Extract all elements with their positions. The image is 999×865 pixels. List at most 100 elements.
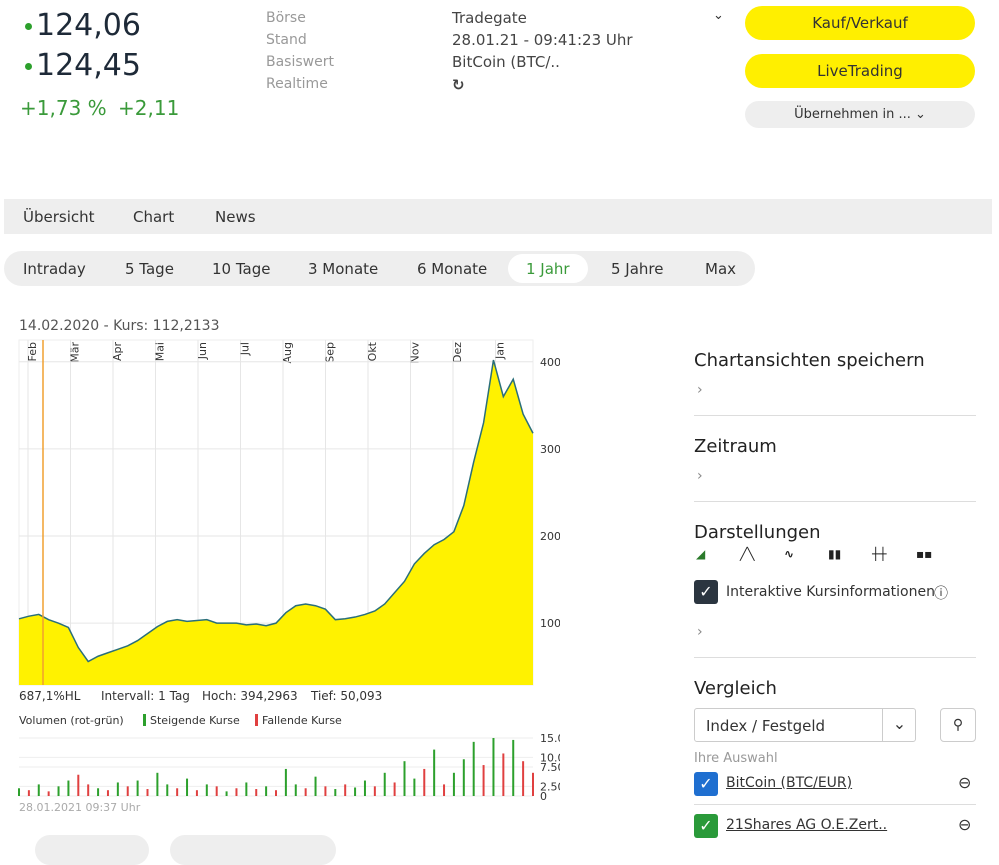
- volume-bar: [443, 784, 446, 796]
- volume-bar: [383, 772, 386, 796]
- bottom-button[interactable]: [170, 835, 336, 865]
- period-tab[interactable]: 3 Monate: [308, 260, 379, 278]
- y-tick-label: 200 %: [540, 530, 560, 543]
- period-tab[interactable]: 5 Jahre: [611, 260, 664, 278]
- volume-tick-label: 10.000: [540, 751, 560, 764]
- month-label: Nov: [409, 342, 422, 364]
- volume-title: Volumen (rot-grün): [19, 714, 124, 727]
- volume-bar: [37, 784, 40, 796]
- legend-label: Fallende Kurse: [262, 714, 342, 727]
- volume-bar: [116, 782, 119, 796]
- chart-style-icon[interactable]: ▪▪: [916, 547, 933, 561]
- chart-style-icon[interactable]: ▮▮: [828, 547, 842, 561]
- volume-bar: [245, 782, 248, 796]
- period-tab[interactable]: 1 Jahr: [526, 260, 570, 278]
- volume-bar: [324, 786, 327, 796]
- remove-icon[interactable]: ⊖: [958, 773, 972, 792]
- section-title: Darstellungen: [694, 522, 821, 543]
- tab-bar: [4, 199, 992, 234]
- volume-bar: [77, 774, 80, 796]
- item-name[interactable]: BitCoin (BTC/EUR): [726, 775, 853, 791]
- legend-swatch: [143, 714, 146, 726]
- y-tick-label: 400 %: [540, 356, 560, 369]
- tab[interactable]: Chart: [133, 208, 175, 226]
- period-tab[interactable]: 10 Tage: [212, 260, 271, 278]
- chart-style-icon[interactable]: ╱╲: [740, 547, 755, 561]
- buy-sell-button[interactable]: Kauf/Verkauf: [745, 6, 975, 40]
- change-pct: +1,73 %: [20, 96, 107, 120]
- search-button[interactable]: ⚲: [940, 708, 976, 742]
- ask: 124,45: [25, 48, 141, 83]
- change-abs: +2,11: [118, 96, 180, 120]
- volume-bar: [502, 753, 505, 796]
- volume-bar: [156, 772, 159, 796]
- y-tick-label: 100 %: [540, 617, 560, 630]
- checkbox[interactable]: ✓: [694, 580, 718, 604]
- volume-tick-label: 0: [540, 790, 547, 803]
- volume-bar: [284, 768, 287, 796]
- volume-bar: [423, 768, 426, 796]
- separator: [694, 657, 976, 658]
- remove-icon[interactable]: ⊖: [958, 815, 972, 834]
- selection-label: Ihre Auswahl: [694, 751, 778, 766]
- volume-bar: [225, 791, 228, 796]
- stat: Tief: 50,093: [310, 689, 382, 703]
- dropdown-caret[interactable]: ⌄: [713, 8, 724, 23]
- item-checkbox[interactable]: ✓: [694, 772, 718, 796]
- select[interactable]: [694, 708, 916, 742]
- active-period-bg: [508, 254, 588, 283]
- period-tab[interactable]: 5 Tage: [125, 260, 174, 278]
- hover-info: 14.02.2020 - Kurs: 112,2133: [19, 318, 219, 334]
- period-tab[interactable]: 6 Monate: [417, 260, 488, 278]
- chart-style-icon[interactable]: ∿: [784, 547, 795, 561]
- volume-bar: [97, 788, 100, 796]
- timestamp: 28.01.2021 09:37 Uhr: [19, 801, 141, 814]
- tab[interactable]: Übersicht: [23, 208, 95, 226]
- volume-bar: [176, 788, 179, 796]
- volume-bar: [265, 786, 268, 796]
- volume-bar: [472, 741, 475, 796]
- month-label: Apr: [111, 342, 124, 362]
- month-label: Feb: [26, 342, 39, 361]
- section-title: Zeitraum: [694, 436, 777, 457]
- period-tab[interactable]: Max: [705, 260, 737, 278]
- volume-bar: [354, 787, 357, 796]
- separator: [694, 415, 976, 416]
- volume-bar: [67, 780, 70, 796]
- volume-bar: [146, 789, 149, 796]
- volume-bar: [87, 784, 90, 796]
- volume-bar: [205, 784, 208, 796]
- link: ›: [697, 382, 703, 398]
- volume-bar: [532, 772, 534, 796]
- section-title: Vergleich: [694, 678, 777, 699]
- volume-bar: [136, 780, 139, 796]
- month-label: Mai: [154, 342, 167, 361]
- volume-bar: [512, 739, 515, 796]
- tab[interactable]: News: [215, 208, 256, 226]
- volume-bar: [314, 776, 317, 796]
- month-label: Dez: [451, 342, 464, 363]
- item-checkbox[interactable]: ✓: [694, 814, 718, 838]
- item-name[interactable]: 21Shares AG O.E.Zert..: [726, 817, 888, 833]
- volume-bar: [18, 788, 20, 796]
- livetrading-button[interactable]: LiveTrading: [745, 54, 975, 88]
- volume-bar: [304, 788, 307, 796]
- stat: 687,1%HL: [19, 689, 81, 703]
- chart-style-icon[interactable]: ┼┼: [872, 547, 887, 561]
- period-tab[interactable]: Intraday: [23, 260, 86, 278]
- info-label: Realtime: [266, 76, 328, 92]
- adopt-button[interactable]: Übernehmen in ... ⌄: [745, 101, 975, 128]
- stat: Hoch: 394,2963: [202, 689, 298, 703]
- link: ›: [697, 468, 703, 484]
- bottom-button[interactable]: [35, 835, 149, 865]
- month-label: Jun: [196, 342, 209, 360]
- separator: [694, 501, 976, 502]
- checkbox-label: Interaktive Kursinformationen: [726, 584, 935, 600]
- chart-style-icon[interactable]: ◢: [696, 547, 706, 561]
- volume-bar: [57, 786, 60, 796]
- volume-bar: [413, 778, 416, 796]
- volume-bar: [363, 780, 366, 796]
- volume-bar: [462, 759, 465, 796]
- volume-bar: [186, 778, 189, 796]
